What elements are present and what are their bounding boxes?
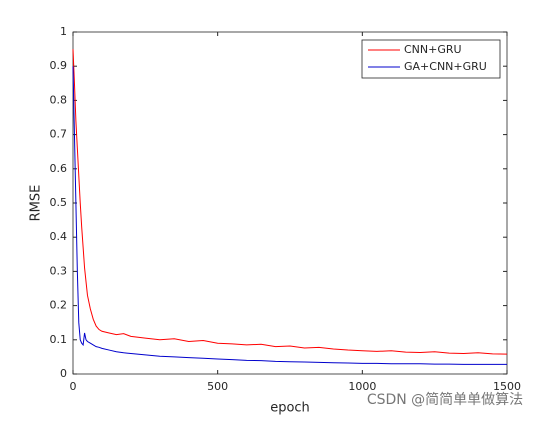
legend-label: CNN+GRU [404,43,462,56]
y-tick-label: 0.2 [50,299,68,312]
y-tick-label: 0.5 [50,196,68,209]
legend-box [361,39,501,79]
x-tick-label: 500 [207,380,228,393]
y-tick-label: 0.1 [50,333,68,346]
plot-area [72,31,508,375]
y-tick-label: 1 [60,25,67,38]
y-tick-label: 0.8 [50,93,68,106]
y-tick-label: 0.7 [50,128,68,141]
legend-label: GA+CNN+GRU [404,60,487,73]
watermark: CSDN @简简单单做算法 [367,391,523,408]
data-line [72,66,507,365]
y-tick-label: 0.6 [50,162,68,175]
x-tick-label: 1500 [493,380,521,393]
y-tick-label: 0 [60,367,67,380]
data-line [72,49,508,355]
x-axis-label: epoch [270,401,310,416]
y-axis-label: RMSE [29,185,44,222]
x-tick-label: 1000 [348,380,376,393]
y-tick-label: 0.9 [50,59,68,72]
y-tick-label: 0.3 [50,264,68,277]
y-tick-label: 0.4 [50,230,68,243]
x-tick-label: 0 [70,380,77,393]
